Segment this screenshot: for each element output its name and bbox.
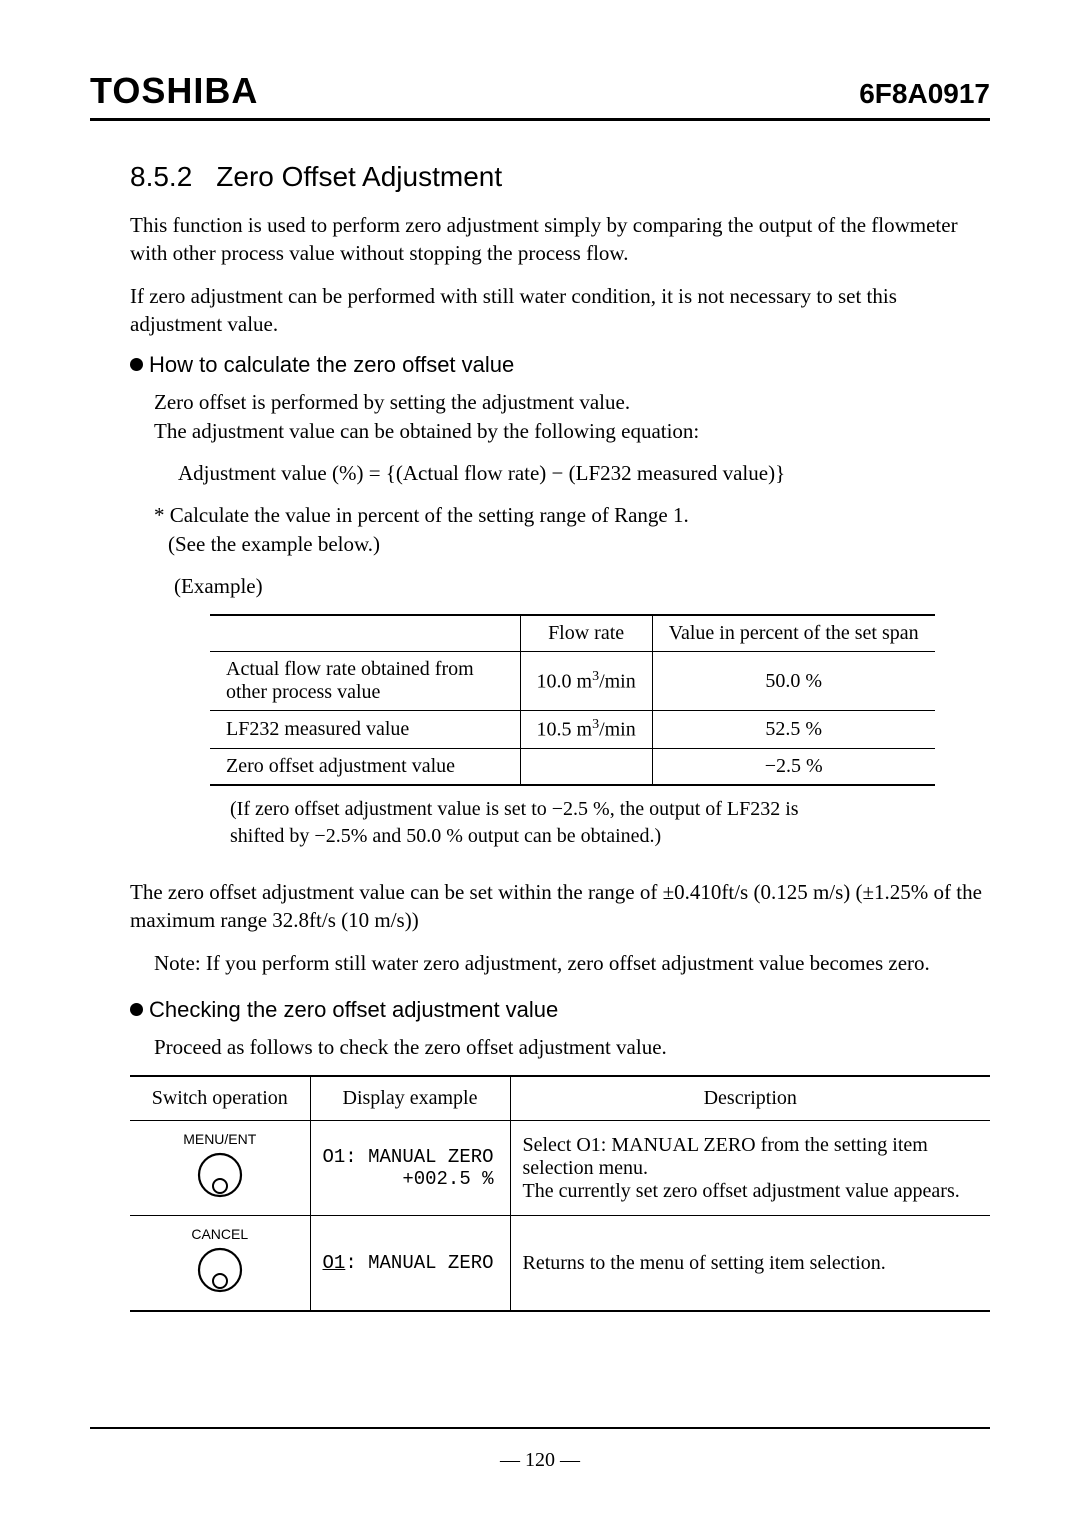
document-number: 6F8A0917 [859,78,990,110]
example-row2-label: Zero offset adjustment value [210,749,520,786]
operations-table: Switch operation Display example Descrip… [130,1075,990,1312]
intro-paragraph-1: This function is used to perform zero ad… [130,211,990,268]
section-number: 8.5.2 [130,161,192,193]
range-note: Note: If you perform still water zero ad… [130,949,990,977]
section-heading: 8.5.2 Zero Offset Adjustment [130,161,990,193]
display-line: O1: MANUAL ZERO [323,1146,494,1168]
ops-header-switch: Switch operation [130,1076,310,1121]
display-underline: O1 [323,1252,346,1274]
howto-note-1: * Calculate the value in percent of the … [154,501,990,529]
display-line: : MANUAL ZERO [345,1252,493,1274]
ops-row1-desc: Returns to the menu of setting item sele… [510,1216,990,1312]
button-icon [196,1151,244,1205]
intro-paragraph-2: If zero adjustment can be performed with… [130,282,990,339]
howto-line-2: The adjustment value can be obtained by … [154,417,990,445]
example-label: (Example) [174,572,990,600]
example-row0-pct: 50.0 % [652,652,934,711]
page-footer: — 120 — [90,1427,990,1472]
example-row2-flow [520,749,652,786]
bullet-icon [130,358,143,371]
example-row1-pct: 52.5 % [652,711,934,749]
example-row0-flow: 10.0 m3/min [520,652,652,711]
ops-header-display: Display example [310,1076,510,1121]
howto-heading-text: How to calculate the zero offset value [149,352,514,377]
cancel-label: CANCEL [142,1226,298,1242]
check-paragraph: Proceed as follows to check the zero off… [130,1033,990,1061]
range-paragraph: The zero offset adjustment value can be … [130,878,990,935]
example-header-flow: Flow rate [520,615,652,652]
check-heading-text: Checking the zero offset adjustment valu… [149,997,558,1022]
example-header-pct: Value in percent of the set span [652,615,934,652]
howto-line-1: Zero offset is performed by setting the … [154,388,990,416]
ops-row1-display: O1: MANUAL ZERO [310,1216,510,1312]
example-row1-flow: 10.5 m3/min [520,711,652,749]
howto-heading: How to calculate the zero offset value [130,352,990,378]
page-header: TOSHIBA 6F8A0917 [90,70,990,121]
example-row1-label: LF232 measured value [210,711,520,749]
howto-note-2: (See the example below.) [154,530,990,558]
ops-row0-desc: Select O1: MANUAL ZERO from the setting … [510,1121,990,1216]
menu-ent-label: MENU/ENT [142,1131,298,1147]
bullet-icon [130,1003,143,1016]
display-line: +002.5 % [323,1168,494,1190]
check-heading: Checking the zero offset adjustment valu… [130,997,990,1023]
howto-equation: Adjustment value (%) = {(Actual flow rat… [154,459,990,487]
ops-row0-switch: MENU/ENT [130,1121,310,1216]
ops-row1-switch: CANCEL [130,1216,310,1312]
ops-header-desc: Description [510,1076,990,1121]
section-title: Zero Offset Adjustment [216,161,502,192]
example-row2-pct: −2.5 % [652,749,934,786]
button-icon [196,1246,244,1300]
example-table: Flow rate Value in percent of the set sp… [210,614,935,786]
page-number: — 120 — [500,1449,580,1471]
example-row0-label: Actual flow rate obtained from other pro… [210,652,520,711]
example-footnote: (If zero offset adjustment value is set … [210,796,850,850]
brand-logo: TOSHIBA [90,70,258,112]
ops-row0-display: O1: MANUAL ZERO +002.5 % [310,1121,510,1216]
